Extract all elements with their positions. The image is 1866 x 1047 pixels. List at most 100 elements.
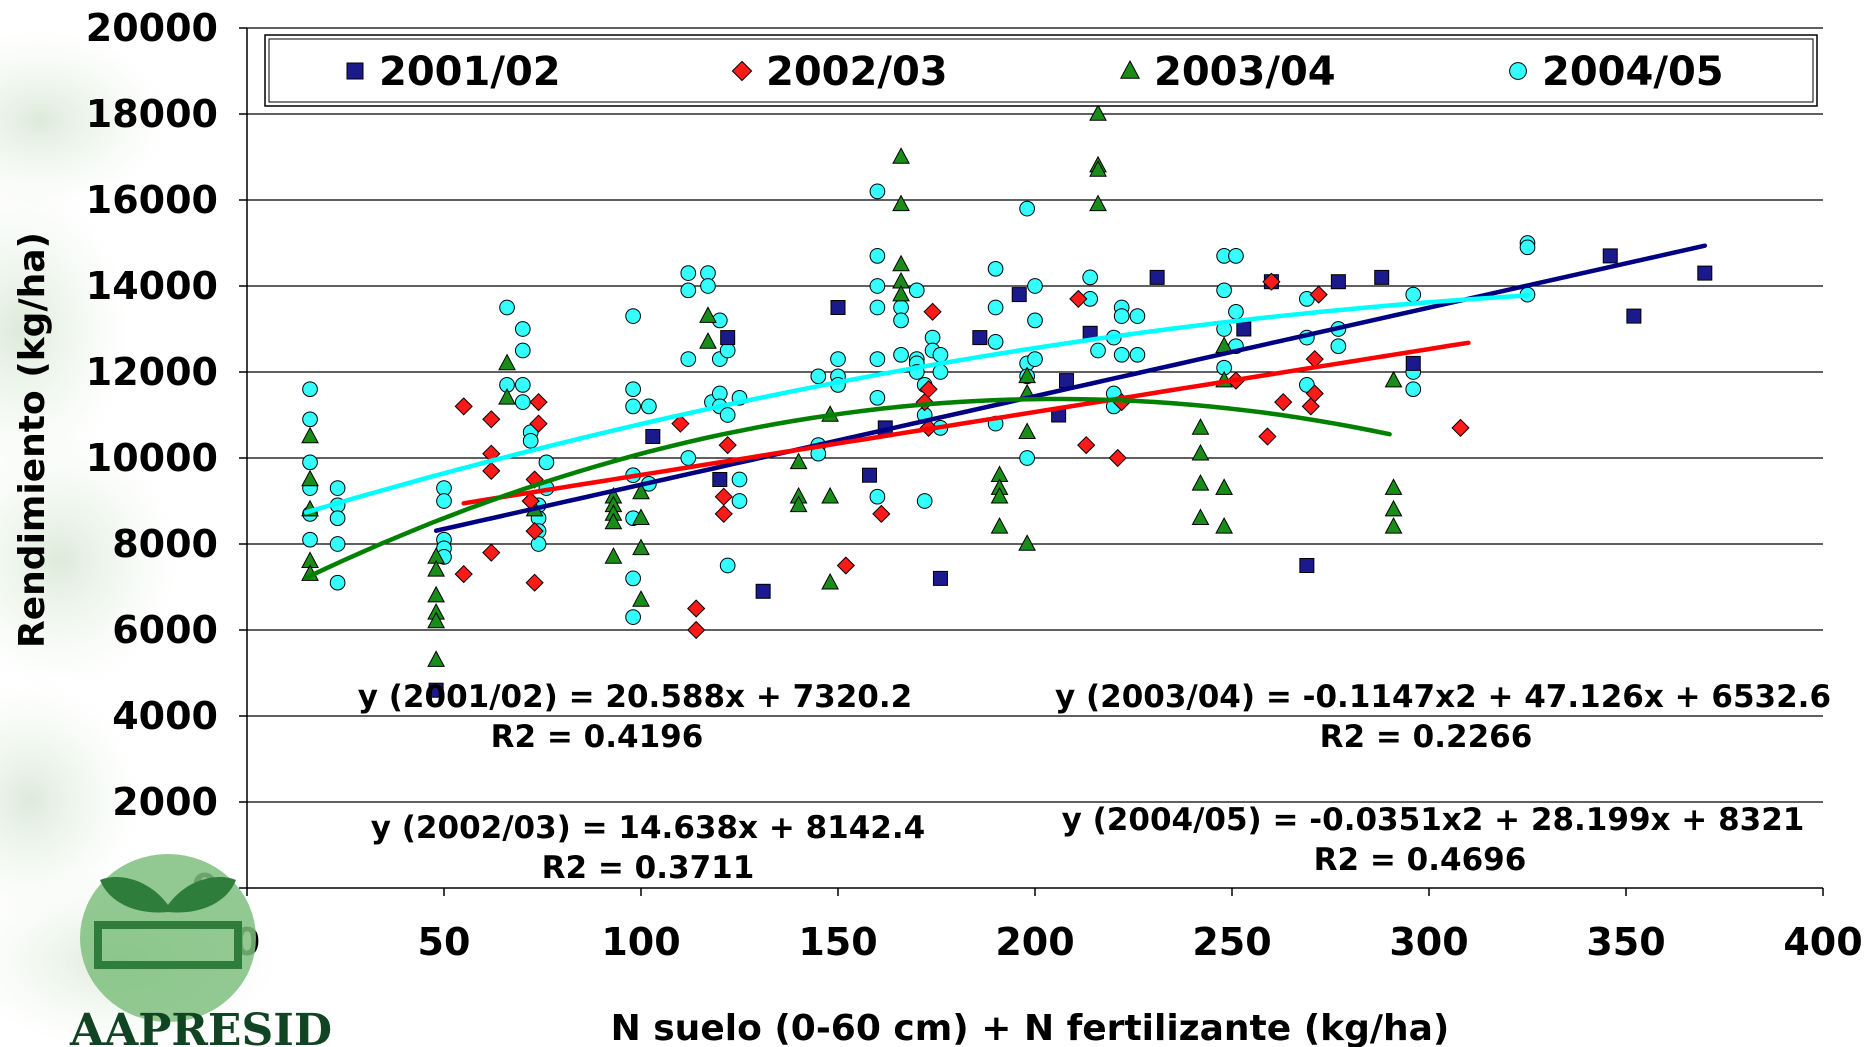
legend-label: 2002/03: [766, 49, 948, 95]
data-point: [1228, 303, 1244, 320]
data-point: [719, 557, 736, 574]
data-point: [498, 387, 516, 405]
data-point: [687, 599, 706, 618]
data-point: [329, 510, 346, 527]
data-point: [1309, 285, 1328, 304]
y-axis-title: Rendimiento (kg/ha): [12, 232, 53, 648]
x-tick-label: 300: [1389, 920, 1468, 964]
data-point: [1236, 321, 1252, 337]
equation-annotations: y (2001/02) = 20.588x + 7320.2 R2 = 0.41…: [358, 679, 1831, 886]
logo-sprout-icon: [100, 877, 236, 913]
data-point: [499, 299, 515, 316]
trendline-2002-03: [461, 340, 1471, 506]
data-point: [869, 248, 886, 264]
r2-2003-04: R2 = 0.2266: [1320, 719, 1533, 755]
data-point: [830, 300, 846, 315]
data-point: [1451, 418, 1470, 438]
data-point: [1077, 435, 1096, 455]
data-point: [427, 650, 446, 667]
data-point: [522, 432, 539, 449]
data-point: [525, 521, 544, 541]
data-point: [1089, 104, 1107, 121]
data-point: [1405, 355, 1421, 371]
data-point: [699, 332, 717, 349]
data-point: [1089, 160, 1107, 177]
data-point: [892, 147, 910, 164]
y-tick-label: 20000: [86, 6, 218, 50]
y-tick-label: 18000: [86, 92, 218, 136]
data-point: [872, 504, 891, 524]
y-axis-ticks: 0200040006000800010000120001400016000180…: [86, 6, 247, 910]
data-point: [329, 574, 346, 591]
data-point: [1019, 200, 1035, 217]
y-tick-label: 8000: [112, 522, 218, 566]
data-point: [869, 278, 886, 294]
equation-2004-05: y (2004/05) = -0.0351x2 + 28.199x + 8321: [1062, 802, 1805, 838]
data-point: [1027, 312, 1043, 329]
data-point: [1059, 373, 1075, 389]
legend: 2001/02 2002/03 2003/04 2004/05: [264, 34, 1818, 107]
legend-item-2001-02: 2001/02: [346, 49, 561, 95]
data-point: [1258, 427, 1277, 446]
data-point: [645, 429, 661, 444]
data-point: [525, 573, 544, 592]
data-point: [1191, 443, 1210, 461]
data-point: [1374, 269, 1390, 285]
y-tick-label: 6000: [112, 608, 218, 652]
data-point: [1384, 478, 1403, 495]
data-point: [1113, 308, 1130, 324]
data-point: [719, 407, 736, 423]
r2-2001-02: R2 = 0.4196: [491, 719, 704, 755]
equation-2002-03: y (2002/03) = 14.638x + 8142.4: [371, 810, 925, 846]
data-point: [1602, 248, 1618, 264]
data-point: [1216, 282, 1232, 299]
data-point: [1027, 351, 1043, 367]
legend-box-inner: [268, 38, 1814, 103]
data-point: [427, 585, 446, 603]
data-point: [680, 351, 697, 367]
y-tick-label: 4000: [112, 694, 218, 738]
data-point: [482, 410, 501, 429]
data-point: [916, 493, 933, 509]
legend-item-2004-05: 2004/05: [1509, 49, 1724, 95]
x-tick-label: 200: [995, 920, 1074, 964]
data-point: [869, 488, 886, 505]
data-point: [869, 351, 886, 367]
data-point: [1011, 287, 1027, 303]
data-point: [482, 543, 501, 562]
equation-2003-04: y (2003/04) = -0.1147x2 + 47.126x + 6532…: [1055, 679, 1831, 715]
data-point: [869, 389, 886, 406]
data-point: [821, 486, 840, 504]
aapresid-logo: AAPRESID: [69, 854, 332, 1047]
data-point: [718, 435, 737, 455]
data-point: [1519, 239, 1536, 256]
data-point: [530, 536, 547, 552]
data-point: [1215, 478, 1234, 495]
data-point: [538, 454, 555, 471]
data-point: [923, 302, 942, 321]
data-point: [932, 570, 948, 586]
r2-2002-03: R2 = 0.3711: [542, 850, 755, 886]
data-point: [699, 306, 717, 323]
data-point: [862, 467, 878, 483]
data-point: [632, 482, 650, 500]
data-point: [1299, 377, 1315, 393]
data-point: [714, 504, 733, 524]
data-point: [529, 414, 548, 433]
data-point: [687, 620, 706, 640]
data-point: [1019, 450, 1035, 466]
data-point: [810, 368, 827, 385]
data-point: [731, 471, 748, 488]
data-point: [1018, 366, 1037, 384]
y-tick-label: 2000: [112, 780, 218, 824]
data-point: [908, 282, 925, 299]
data-point: [1082, 269, 1099, 286]
data-point: [329, 536, 346, 552]
y-tick-label: 16000: [86, 178, 218, 222]
legend-box: [264, 34, 1818, 107]
data-point: [1384, 516, 1403, 534]
data-point: [892, 194, 910, 212]
data-point: [990, 486, 1009, 504]
legend-label: 2004/05: [1542, 49, 1724, 95]
logo-text: AAPRESID: [69, 1005, 332, 1047]
